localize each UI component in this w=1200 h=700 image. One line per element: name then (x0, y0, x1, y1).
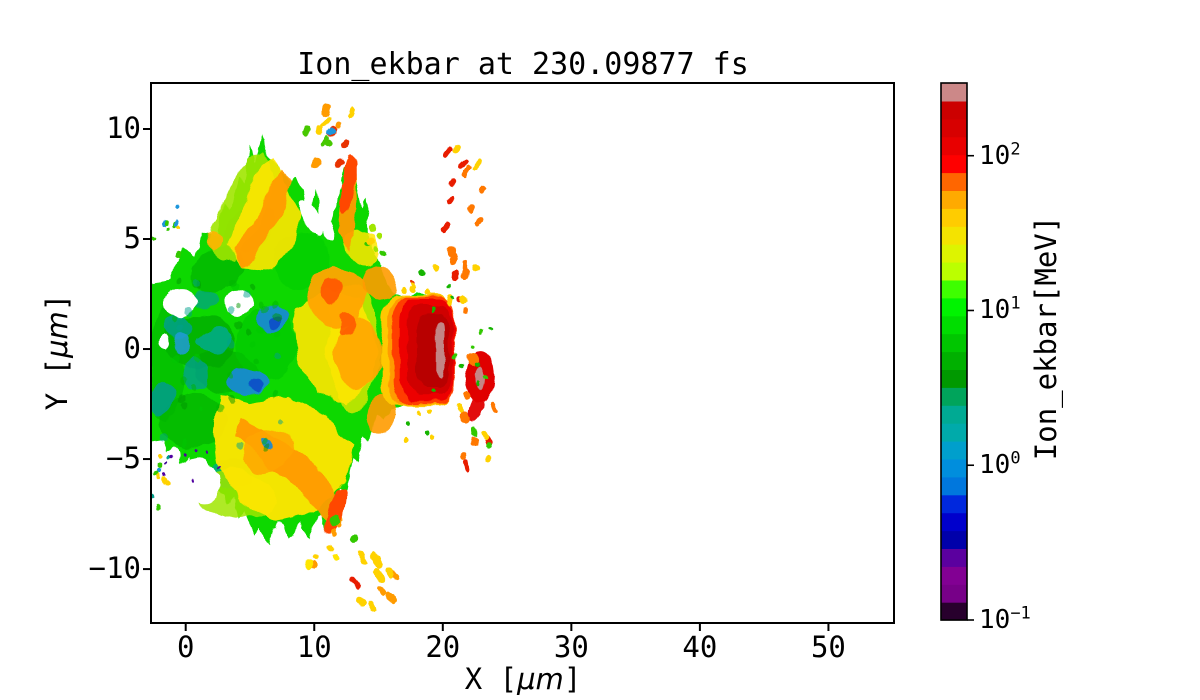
y-axis-label-pre: Y [ (40, 357, 75, 411)
y-tick-label: −10 (88, 551, 141, 586)
x-tick-label: 20 (425, 630, 461, 664)
plume-body (151, 137, 455, 548)
x-tick-label: 40 (682, 630, 718, 664)
plume-energy-patches (151, 151, 396, 536)
y-tick-label: 5 (123, 221, 141, 256)
y-axis-label: Y [μm] (40, 293, 75, 411)
x-axis-label-post: ] (563, 662, 582, 697)
y-tick-label: −5 (106, 441, 141, 476)
x-axis-label: X [μm] (464, 662, 582, 697)
x-tick-label: 50 (810, 630, 846, 664)
mu-symbol-x: μm (517, 662, 564, 697)
colorbar-tick-label: 100 (979, 448, 1021, 481)
colorbar-tick-label: 102 (979, 139, 1021, 171)
colorbar-tick-label: 101 (979, 293, 1021, 326)
high-energy-core (381, 295, 495, 422)
y-axis-label-post: ] (40, 293, 75, 312)
y-tick-label: 0 (123, 331, 141, 366)
x-tick-label: 0 (176, 630, 195, 664)
axes-frame (143, 82, 895, 631)
mu-symbol-y: μm (40, 311, 75, 358)
droplet-spray (151, 104, 499, 613)
plot-title: Ion_ekbar at 230.09877 fs (297, 47, 749, 82)
colorbar (940, 82, 974, 621)
colorbar-tick-label: 10−1 (979, 603, 1031, 635)
plume-holes (158, 198, 333, 501)
y-tick-label: 10 (106, 111, 141, 146)
x-axis-label-pre: X [ (464, 662, 518, 697)
colorbar-label: Ion_ekbar[MeV] (1029, 215, 1064, 461)
x-tick-label: 10 (296, 630, 332, 664)
x-tick-label: 30 (553, 630, 589, 664)
